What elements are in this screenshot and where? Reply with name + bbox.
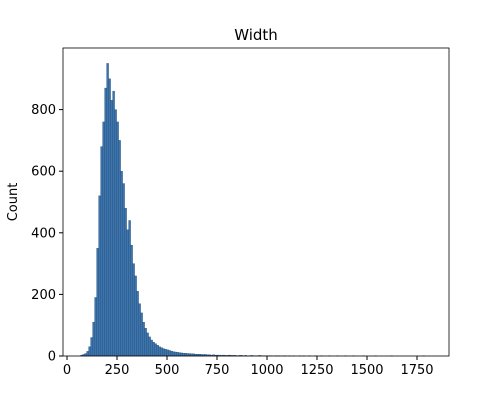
y-tick-label: 600 [31, 165, 56, 180]
bar [89, 347, 91, 356]
bar [151, 340, 153, 356]
bar [161, 348, 163, 356]
bar [99, 196, 101, 356]
bar [117, 122, 119, 356]
bar [147, 333, 149, 356]
bar [145, 328, 147, 356]
bar [143, 322, 145, 356]
bar [95, 297, 97, 356]
bar [181, 353, 183, 356]
y-tick-label: 200 [31, 288, 56, 303]
y-tick-label: 800 [31, 103, 56, 118]
chart-title: Width [234, 26, 278, 44]
bar [127, 230, 129, 356]
bar [125, 208, 127, 356]
bar [129, 220, 131, 356]
bar [137, 291, 139, 356]
bar [175, 352, 177, 356]
x-tick-label: 1000 [250, 363, 283, 378]
bar [155, 344, 157, 356]
bar [179, 353, 181, 356]
bar [141, 313, 143, 356]
bar [173, 352, 175, 356]
bar [183, 353, 185, 356]
bar [105, 88, 107, 356]
bar [123, 184, 125, 356]
x-tick-label: 250 [105, 363, 130, 378]
bar [121, 171, 123, 356]
x-tick-label: 1750 [400, 363, 433, 378]
x-tick-label: 500 [155, 363, 180, 378]
x-tick-label: 1250 [300, 363, 333, 378]
bar [113, 91, 115, 356]
y-tick-label: 400 [31, 226, 56, 241]
bar [115, 110, 117, 356]
bar [157, 345, 159, 356]
bar [139, 304, 141, 356]
bar [165, 349, 167, 356]
bar [91, 338, 93, 356]
bar [111, 100, 113, 356]
x-tick-label: 1500 [350, 363, 383, 378]
bar [101, 147, 103, 356]
bar [131, 245, 133, 356]
bar [135, 276, 137, 356]
bar [103, 122, 105, 356]
bar [169, 350, 171, 356]
bar [163, 349, 165, 356]
bar [159, 347, 161, 356]
bar [177, 352, 179, 356]
bar [133, 264, 135, 356]
y-tick-label: 0 [48, 350, 56, 365]
bar [167, 350, 169, 356]
bar [171, 351, 173, 356]
bar [97, 248, 99, 356]
bar [87, 351, 89, 356]
bar [149, 337, 151, 356]
bar [185, 353, 187, 356]
x-tick-label: 0 [63, 363, 71, 378]
bar [153, 342, 155, 356]
bar [107, 63, 109, 356]
bar [109, 79, 111, 356]
x-tick-label: 750 [205, 363, 230, 378]
bar [93, 322, 95, 356]
y-axis-label: Count [6, 183, 21, 222]
bar [119, 140, 121, 356]
